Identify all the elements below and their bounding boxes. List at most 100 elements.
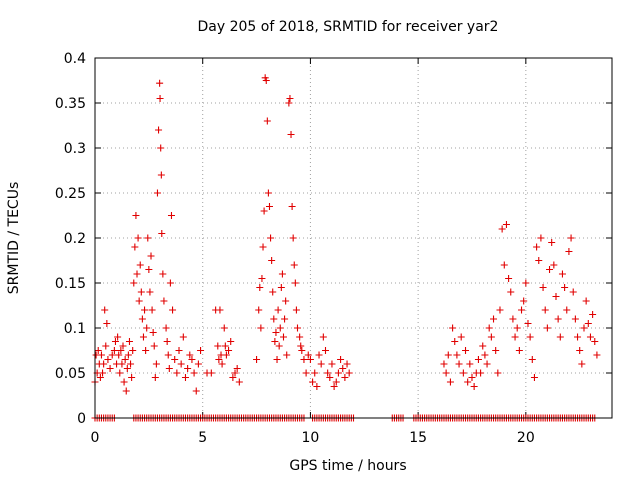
data-point — [110, 347, 118, 354]
x-tick-label: 5 — [198, 430, 207, 446]
data-point — [144, 234, 152, 242]
data-point — [147, 252, 155, 260]
data-point — [337, 356, 345, 363]
data-point — [181, 374, 189, 381]
data-point — [157, 171, 165, 179]
data-point — [481, 351, 489, 359]
data-point — [479, 342, 487, 350]
data-point — [321, 347, 329, 354]
data-point — [167, 212, 175, 219]
data-point — [593, 351, 601, 359]
data-point — [543, 324, 551, 332]
data-point — [255, 306, 263, 314]
data-point — [192, 387, 200, 395]
data-point — [462, 347, 470, 354]
y-tick-label: 0.3 — [64, 141, 86, 157]
data-point — [457, 333, 465, 341]
data-point — [171, 356, 179, 363]
data-point — [227, 338, 235, 345]
data-point — [169, 306, 177, 314]
data-point — [97, 351, 105, 359]
data-point — [273, 356, 281, 363]
data-point — [184, 365, 192, 372]
data-point — [231, 369, 239, 377]
data-point — [188, 356, 196, 363]
data-point — [218, 360, 226, 368]
data-point — [291, 279, 299, 287]
data-point — [576, 347, 584, 354]
data-point — [119, 342, 127, 350]
data-point — [194, 360, 202, 368]
data-point — [164, 351, 172, 359]
data-point — [498, 225, 506, 233]
data-point — [278, 270, 286, 278]
data-point — [513, 324, 521, 332]
data-point — [290, 261, 298, 269]
data-point — [175, 347, 183, 354]
data-point — [163, 338, 171, 345]
data-point — [446, 378, 454, 386]
data-point — [558, 270, 566, 278]
data-point — [263, 117, 271, 125]
data-point — [115, 351, 123, 359]
data-point — [277, 284, 285, 291]
data-point — [541, 306, 549, 314]
data-point — [578, 360, 586, 368]
data-point — [216, 306, 224, 314]
data-point — [118, 360, 126, 368]
x-tick-label: 10 — [302, 430, 320, 446]
data-point — [319, 333, 327, 341]
data-point — [222, 351, 230, 359]
data-point — [124, 351, 132, 359]
data-point — [121, 356, 129, 363]
data-point — [274, 306, 282, 314]
data-point — [235, 378, 243, 386]
data-point — [300, 356, 308, 363]
data-point — [569, 288, 577, 296]
data-point — [132, 212, 140, 219]
x-tick-label: 20 — [517, 430, 535, 446]
x-tick-label: 15 — [409, 430, 427, 446]
data-point — [96, 374, 104, 381]
data-point — [141, 306, 149, 314]
y-tick-label: 0.15 — [55, 276, 86, 292]
data-point — [546, 266, 554, 273]
data-point — [197, 347, 205, 354]
data-point — [528, 356, 536, 363]
data-point — [131, 243, 139, 251]
data-point — [265, 203, 273, 210]
data-point — [152, 360, 160, 368]
data-point — [268, 257, 276, 264]
data-point — [138, 315, 146, 323]
data-point — [324, 369, 332, 377]
y-tick-label: 0.2 — [64, 231, 86, 247]
data-point — [134, 234, 142, 242]
y-tick-label: 0.05 — [55, 366, 86, 382]
data-point — [146, 288, 154, 296]
y-tick-label: 0.35 — [55, 96, 86, 112]
data-point — [343, 360, 351, 368]
data-point — [289, 234, 297, 242]
data-point — [156, 95, 164, 102]
data-point — [151, 374, 159, 381]
grid-lines — [95, 58, 612, 418]
data-point — [509, 315, 517, 323]
x-axis-ticks: 0 5 10 15 20 — [91, 58, 535, 446]
data-point — [589, 311, 597, 318]
data-point — [270, 315, 278, 323]
data-point — [586, 333, 594, 341]
data-point — [133, 270, 141, 278]
data-point — [453, 351, 461, 359]
data-point — [287, 131, 295, 138]
data-point — [563, 306, 571, 314]
data-point — [166, 279, 174, 287]
data-point — [99, 369, 107, 377]
data-point — [129, 347, 137, 354]
data-point — [515, 347, 523, 354]
data-point — [466, 360, 474, 368]
data-point — [281, 315, 289, 323]
data-point — [179, 333, 187, 341]
data-point — [127, 360, 135, 368]
data-point — [233, 365, 241, 372]
data-point — [108, 351, 116, 359]
